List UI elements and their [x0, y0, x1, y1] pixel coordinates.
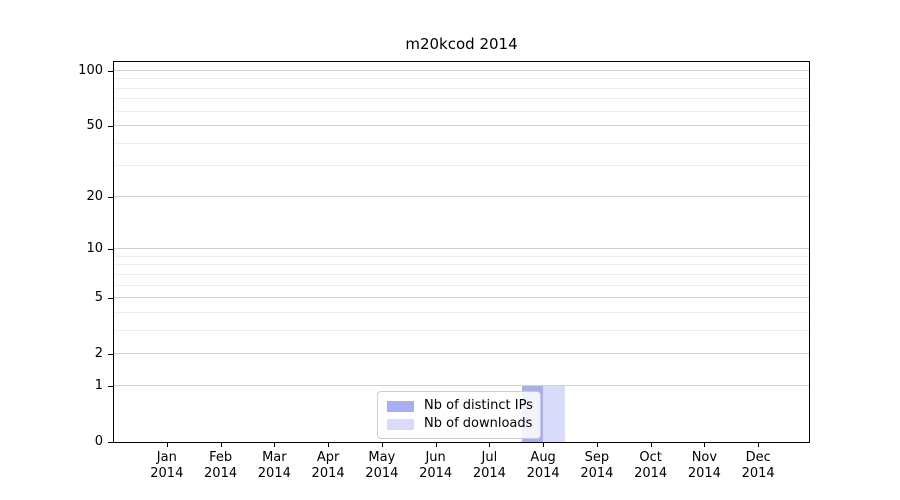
- plot-area: [113, 61, 810, 443]
- y-minor-gridline: [114, 273, 809, 275]
- y-axis: 100 50 20 10 5 2 1 0: [0, 61, 103, 449]
- y-axis-tick-mark: [108, 125, 113, 127]
- x-axis-tick-label: Jan 2014: [150, 450, 184, 481]
- y-major-gridline: [114, 124, 809, 126]
- legend-label-distinct-ips: Nb of distinct IPs: [424, 398, 533, 413]
- x-axis-tick-mark: [489, 443, 491, 447]
- x-axis-tick-label: Mar 2014: [257, 450, 291, 481]
- y-axis-tick-mark: [108, 249, 113, 251]
- x-axis-tick-mark: [596, 443, 598, 447]
- x-axis-tick-label: Jul 2014: [472, 450, 506, 481]
- y-axis-tick-mark: [108, 197, 113, 199]
- x-axis-tick-label: Oct 2014: [634, 450, 668, 481]
- x-axis-tick-mark: [435, 443, 437, 447]
- y-major-gridline: [114, 352, 809, 354]
- x-axis-tick-mark: [328, 443, 330, 447]
- y-major-gridline: [114, 385, 809, 387]
- y-minor-gridline: [114, 311, 809, 313]
- x-axis-tick-mark: [220, 443, 222, 447]
- y-axis-tick-mark: [108, 442, 113, 443]
- y-axis-tick-label: 10: [86, 241, 103, 257]
- y-axis-tick-mark: [108, 386, 113, 388]
- y-minor-gridline: [114, 78, 809, 80]
- y-minor-gridline: [114, 264, 809, 266]
- legend-item-downloads: Nb of downloads: [387, 416, 533, 432]
- legend-item-distinct-ips: Nb of distinct IPs: [387, 398, 533, 414]
- bar-downloads-aug: [543, 386, 565, 442]
- legend: Nb of distinct IPs Nb of downloads: [377, 391, 541, 439]
- x-axis-tick-mark: [166, 443, 168, 447]
- y-major-gridline: [114, 248, 809, 250]
- legend-label-downloads: Nb of downloads: [424, 416, 533, 431]
- y-axis-tick-mark: [108, 353, 113, 355]
- x-axis-tick-label: Nov 2014: [687, 450, 721, 481]
- x-axis-tick-label: May 2014: [365, 450, 399, 481]
- y-major-gridline: [114, 296, 809, 298]
- y-major-gridline: [114, 196, 809, 198]
- y-axis-tick-mark: [108, 297, 113, 299]
- x-axis-tick-label: Dec 2014: [741, 450, 775, 481]
- x-axis-tick-label: Jun 2014: [419, 450, 453, 481]
- x-axis-tick-label: Sep 2014: [580, 450, 614, 481]
- x-axis-tick-label: Apr 2014: [311, 450, 345, 481]
- x-axis-tick-mark: [704, 443, 706, 447]
- chart-title: m20kcod 2014: [405, 35, 518, 53]
- y-axis-tick-label: 5: [94, 289, 103, 305]
- x-axis-tick-mark: [758, 443, 760, 447]
- x-axis-tick-mark: [543, 443, 545, 447]
- y-axis-tick-mark: [108, 71, 113, 73]
- y-axis-tick-label: 100: [78, 63, 103, 79]
- legend-swatch-distinct-ips: [387, 400, 414, 412]
- y-minor-gridline: [114, 255, 809, 257]
- y-minor-gridline: [114, 98, 809, 100]
- x-axis-tick-label: Aug 2014: [526, 450, 560, 481]
- y-major-gridline: [114, 70, 809, 72]
- x-axis-tick-label: Feb 2014: [204, 450, 238, 481]
- y-minor-gridline: [114, 284, 809, 286]
- x-axis-tick-mark: [381, 443, 383, 447]
- y-axis-tick-label: 2: [94, 345, 103, 361]
- legend-swatch-downloads: [387, 418, 414, 430]
- x-axis-tick-mark: [650, 443, 652, 447]
- y-axis-tick-label: 0: [94, 434, 103, 449]
- y-minor-gridline: [114, 329, 809, 331]
- y-axis-tick-label: 1: [94, 378, 103, 394]
- y-minor-gridline: [114, 87, 809, 89]
- y-axis-tick-label: 20: [86, 189, 103, 205]
- y-axis-tick-label: 50: [86, 117, 103, 133]
- y-minor-gridline: [114, 110, 809, 112]
- y-minor-gridline: [114, 164, 809, 166]
- x-axis-tick-mark: [274, 443, 276, 447]
- y-minor-gridline: [114, 142, 809, 144]
